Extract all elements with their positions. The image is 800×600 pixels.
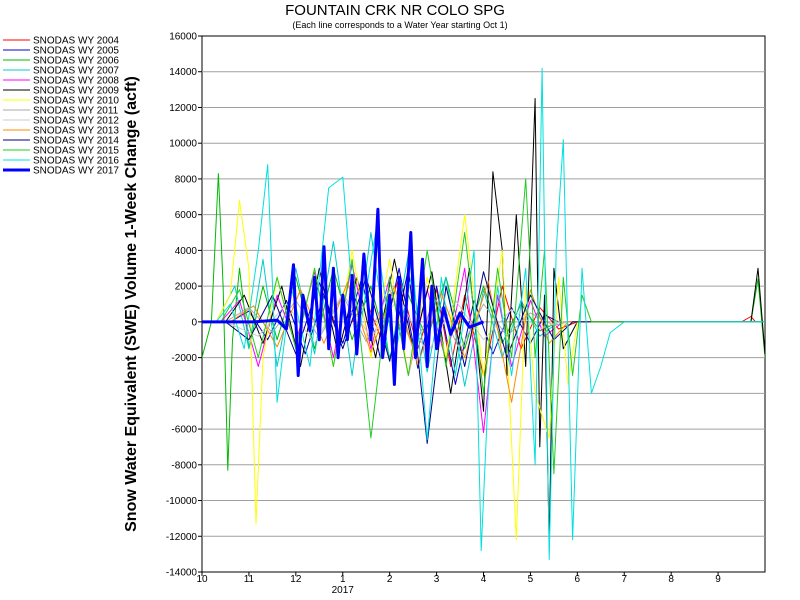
legend-label: SNODAS WY 2014 <box>33 136 119 147</box>
series-line-snodas-wy-2014 <box>225 267 765 444</box>
legend-label: SNODAS WY 2009 <box>33 86 119 97</box>
chart-title: FOUNTAIN CRK NR COLO SPG <box>285 2 505 19</box>
y-tick-label: -6000 <box>171 425 197 436</box>
x-tick-label: 10 <box>196 574 208 585</box>
x-tick-label: 5 <box>528 574 534 585</box>
y-tick-label: 10000 <box>169 139 197 150</box>
y-axis-label: Snow Water Equivalent (SWE) Volume 1-Wee… <box>123 76 140 532</box>
y-tick-label: -4000 <box>171 389 197 400</box>
y-tick-label: 2000 <box>175 282 198 293</box>
x-tick-label: 4 <box>481 574 487 585</box>
x-year-label: 2017 <box>332 585 355 596</box>
y-tick-label: 0 <box>191 317 197 328</box>
x-tick-label: 2 <box>387 574 393 585</box>
x-tick-label: 7 <box>621 574 627 585</box>
y-tick-label: 12000 <box>169 103 197 114</box>
series-group <box>202 67 765 560</box>
y-tick-label: -8000 <box>171 460 197 471</box>
legend-label: SNODAS WY 2016 <box>33 156 119 167</box>
x-tick-label: 1 <box>340 574 346 585</box>
y-tick-label: 14000 <box>169 67 197 78</box>
x-tick-label: 11 <box>244 574 255 585</box>
y-tick-label: -2000 <box>171 353 197 364</box>
legend-label: SNODAS WY 2008 <box>33 76 119 87</box>
legend-label: SNODAS WY 2012 <box>33 116 119 127</box>
legend-label: SNODAS WY 2006 <box>33 56 119 67</box>
x-tick-label: 8 <box>668 574 674 585</box>
y-tick-label: -12000 <box>166 532 198 543</box>
y-tick-label: 16000 <box>169 32 197 43</box>
y-tick-label: -14000 <box>166 568 198 579</box>
x-tick-label: 3 <box>434 574 440 585</box>
legend-label: SNODAS WY 2010 <box>33 96 119 107</box>
legend-label: SNODAS WY 2004 <box>33 36 119 47</box>
legend-label: SNODAS WY 2005 <box>33 46 119 57</box>
chart-subtitle: (Each line corresponds to a Water Year s… <box>292 20 507 30</box>
legend-label: SNODAS WY 2015 <box>33 146 119 157</box>
legend-label: SNODAS WY 2007 <box>33 66 119 77</box>
x-tick-label: 12 <box>290 574 302 585</box>
legend-label: SNODAS WY 2013 <box>33 126 119 137</box>
series-line-snodas-wy-2015 <box>220 178 765 475</box>
y-tick-label: 6000 <box>175 210 198 221</box>
y-tick-label: -10000 <box>166 496 198 507</box>
legend-label: SNODAS WY 2011 <box>33 106 119 117</box>
y-tick-label: 8000 <box>175 174 198 185</box>
y-axis-ticks: -14000 -12000 -10000 -8000 -6000 -4000 -2000 0 2… <box>166 32 202 579</box>
x-tick-label: 6 <box>575 574 581 585</box>
y-tick-label: 4000 <box>175 246 198 257</box>
legend-label: SNODAS WY 2017 <box>33 166 119 177</box>
series-line-snodas-wy-2017 <box>202 207 485 386</box>
x-tick-label: 9 <box>715 574 721 585</box>
